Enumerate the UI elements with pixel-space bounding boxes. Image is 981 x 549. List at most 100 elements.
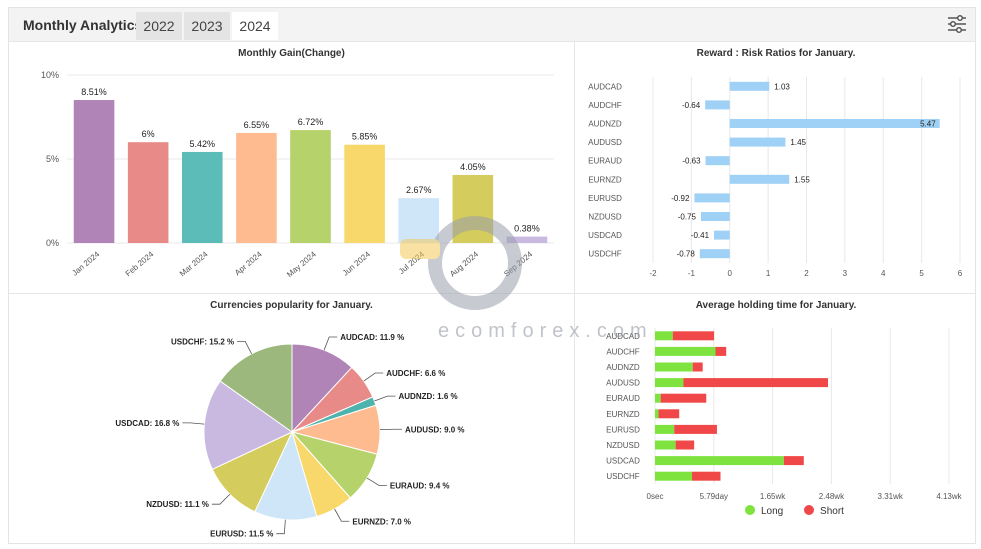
pie-slice (254, 430, 318, 521)
bar-long (655, 409, 659, 419)
data-label: 6.55% (244, 120, 270, 130)
bar (694, 193, 730, 203)
x-tick-label: -1 (688, 269, 696, 278)
pie-slice (291, 343, 353, 434)
bar-long (655, 362, 693, 372)
long-dot-icon (745, 505, 755, 515)
x-tick-label: 1.65wk (760, 492, 786, 501)
y-tick-label: EURUSD (588, 194, 622, 203)
data-label: 6.72% (298, 117, 324, 127)
monthly-gain-title: Monthly Gain(Change) (238, 48, 345, 59)
legend-long[interactable]: Long (745, 505, 783, 517)
pie-slice-label: AUDNZD: 1.6 % (398, 392, 457, 401)
data-label: 5.42% (190, 139, 216, 149)
legend-short[interactable]: Short (804, 505, 844, 517)
pie-slice-label: EURUSD: 11.5 % (210, 530, 273, 539)
pie-leader-line (323, 336, 338, 351)
y-tick-label: EURNZD (588, 175, 622, 184)
bar (729, 81, 770, 91)
x-tick-label: 3.31wk (878, 492, 904, 501)
bar (398, 198, 440, 243)
y-tick-label: USDCAD (606, 457, 640, 466)
x-tick-label: Feb 2024 (124, 249, 156, 278)
x-tick-label: 4.13wk (936, 492, 962, 501)
x-tick-label: Mar 2024 (178, 249, 210, 278)
legend-long-label: Long (761, 506, 784, 517)
holding-legend: Long Short (745, 505, 862, 517)
pie-leader-line (237, 340, 252, 355)
bar-long (655, 456, 784, 466)
bar-short (658, 409, 680, 419)
bar-short (715, 346, 727, 356)
pie-slice-label: NZDUSD: 11.1 % (146, 500, 209, 509)
holding-time-title: Average holding time for January. (695, 300, 857, 311)
pie-leader-line (276, 519, 286, 535)
vertical-divider (574, 41, 575, 544)
bar-long (655, 378, 684, 388)
data-label: -0.92 (671, 194, 690, 203)
x-tick-label: 4 (881, 269, 886, 278)
y-tick-label: EURUSD (606, 425, 640, 434)
x-tick-label: 2.48wk (819, 492, 845, 501)
x-tick-label: 1 (766, 269, 771, 278)
data-label: 0.38% (514, 224, 540, 234)
y-tick-label: USDCHF (606, 472, 639, 481)
monthly-gain-chart: 0% 5% 10% 8.51% Jan 2024 6% Feb 2024 5.42% Mar 2… (41, 70, 554, 279)
bar-long (655, 440, 676, 450)
data-label: 1.03 (774, 82, 790, 91)
bar (705, 156, 730, 166)
holding-time-chart: 0sec 5.79day 1.65wk 2.48wk 3.31wk 4.13wk AUDCA… (606, 328, 963, 501)
page-title: Monthly Analytics (23, 17, 143, 33)
x-tick-label: 0 (728, 269, 733, 278)
short-dot-icon (804, 505, 815, 515)
x-tick-label: Sep 2024 (502, 249, 534, 278)
x-tick-label: Jul 2024 (397, 249, 426, 276)
bar (290, 130, 331, 243)
tab-2022[interactable]: 2022 (136, 12, 182, 40)
x-tick-label: Jun 2024 (341, 249, 372, 277)
bar-short (783, 456, 804, 466)
pie-slice-label: USDCAD: 16.8 % (115, 419, 179, 428)
bar (714, 230, 730, 240)
bar (729, 119, 940, 128)
bar (699, 249, 730, 259)
pie-slice-label: USDCHF: 15.2 % (171, 337, 234, 346)
bar-short (660, 393, 707, 403)
x-tick-label: 3 (843, 269, 848, 278)
y-tick-label: AUDUSD (606, 379, 640, 388)
bar (729, 137, 786, 147)
pie-slice-label: EURAUD: 9.4 % (390, 481, 450, 490)
bar (73, 100, 115, 243)
bar-short (672, 331, 715, 341)
y-tick-label: AUDCAD (606, 332, 640, 341)
data-label: -0.64 (682, 101, 701, 110)
data-label: -0.63 (682, 157, 701, 166)
legend-short-label: Short (820, 506, 844, 517)
data-label: -0.41 (691, 231, 710, 240)
bar (344, 144, 385, 243)
bar (729, 174, 790, 184)
tab-2023[interactable]: 2023 (184, 12, 230, 40)
pie-leader-line (366, 477, 387, 486)
y-tick-label: AUDCAD (588, 82, 622, 91)
y-tick-label: 5% (46, 154, 59, 164)
bar (452, 174, 494, 243)
reward-risk-chart: -2 -1 0 1 2 3 4 5 6 AUDCAD 1.03 AUDCHF -0.64 AUDNZD 5.… (588, 77, 963, 278)
bar (236, 132, 277, 243)
bar (181, 151, 223, 243)
bar (700, 212, 730, 221)
bar-short (675, 440, 695, 450)
y-tick-label: 0% (46, 238, 59, 248)
pie-slice-label: AUDUSD: 9.0 % (405, 425, 465, 434)
bar-short (674, 424, 717, 434)
x-tick-label: -2 (649, 269, 657, 278)
sliders-icon[interactable] (947, 14, 967, 34)
pie-slice (219, 343, 293, 433)
tab-2024[interactable]: 2024 (232, 12, 278, 40)
pie-leader-line (211, 493, 231, 505)
y-tick-label: EURAUD (606, 394, 640, 403)
data-label: 8.51% (81, 87, 107, 97)
data-label: 6% (142, 129, 155, 139)
bar-long (655, 346, 716, 356)
y-tick-label: EURAUD (588, 157, 622, 166)
